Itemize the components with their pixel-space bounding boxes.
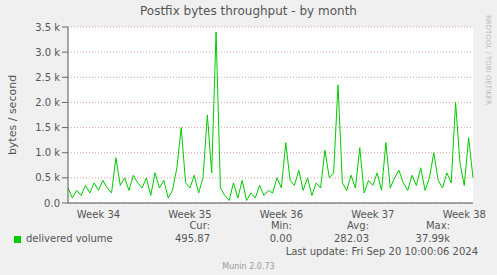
- html-text:Cur:: Cur:: [189, 220, 210, 231]
- html-text:Min:: Min:: [270, 220, 292, 231]
- html-text:Avg:: Avg:: [347, 220, 369, 231]
- svg-text:Week 36: Week 36: [260, 209, 303, 220]
- svg-text:0.0: 0.0: [44, 198, 60, 209]
- html-text:Postfix bytes throughput - by: Postfix bytes throughput - by month: [140, 4, 357, 18]
- svg-text:1.5 k: 1.5 k: [35, 122, 60, 133]
- svg-text:2.0 k: 2.0 k: [35, 97, 60, 108]
- svg-text:1.0 k: 1.0 k: [35, 147, 60, 158]
- svg-text:Week 34: Week 34: [77, 209, 120, 220]
- html-text:RRDTOOL / TOBI OETIKER: RRDTOOL / TOBI OETIKER: [484, 14, 492, 106]
- svg-text:0.5 k: 0.5 k: [35, 172, 60, 183]
- svg-text:Week 35: Week 35: [168, 209, 211, 220]
- html-text:Max:: Max:: [426, 220, 450, 231]
- html-text:37.99k: 37.99k: [415, 233, 450, 244]
- html-text:282.03: 282.03: [334, 233, 369, 244]
- html-text:0.00: 0.00: [269, 233, 292, 244]
- svg-text:3.5 k: 3.5 k: [35, 22, 60, 33]
- html-text:delivered volume: delivered volume: [26, 233, 113, 244]
- html-text:bytes / second: bytes / second: [5, 74, 19, 156]
- svg-text:3.0 k: 3.0 k: [35, 47, 60, 58]
- html-text:Last update: Fri Sep 20 10:00:: Last update: Fri Sep 20 10:00:06 2024: [285, 246, 478, 257]
- svg-text:Week 37: Week 37: [351, 209, 394, 220]
- svg-text:2.5 k: 2.5 k: [35, 72, 60, 83]
- html-text:495.87: 495.87: [175, 233, 210, 244]
- svg-text:Week 38: Week 38: [443, 209, 486, 220]
- html-text:Munin 2.0.73: Munin 2.0.73: [222, 262, 275, 271]
